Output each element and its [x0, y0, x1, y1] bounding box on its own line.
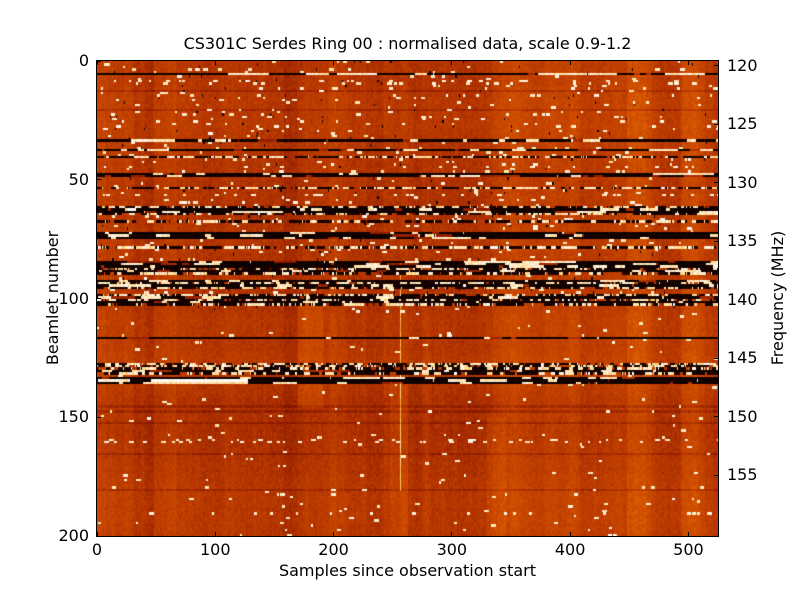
x-tick-label: 300: [436, 540, 468, 559]
x-tick-mark: [333, 61, 335, 65]
x-tick-label: 400: [554, 540, 586, 559]
x-tick-mark: [569, 61, 571, 65]
y-axis-label-right: Frequency (MHz): [768, 230, 787, 366]
x-tick-mark: [96, 532, 98, 536]
y-left-tick-mark: [97, 60, 101, 62]
y-right-tick-label: 135: [727, 231, 758, 251]
x-tick-mark: [569, 532, 571, 536]
y-right-tick-label: 145: [727, 348, 758, 368]
x-tick-label: 200: [318, 540, 349, 559]
x-tick-mark: [214, 61, 216, 65]
y-left-tick-label: 150: [58, 407, 89, 427]
plot-area: [96, 60, 719, 537]
y-left-tick-label: 100: [58, 288, 89, 308]
x-axis-label: Samples since observation start: [278, 561, 537, 580]
y-right-tick-label: 155: [727, 465, 758, 485]
y-left-tick-label: 200: [58, 526, 89, 545]
x-tick-mark: [333, 532, 335, 536]
y-right-tick-label: 150: [727, 406, 758, 426]
x-tick-label: 0: [91, 540, 103, 559]
x-tick-label: 500: [673, 540, 704, 559]
x-tick-mark: [451, 532, 453, 536]
y-right-tick-label: 120: [727, 55, 758, 75]
y-right-tick-mark: [714, 182, 718, 184]
y-left-tick-mark: [97, 298, 101, 299]
y-left-tick-label: 50: [68, 169, 89, 189]
y-right-tick-mark: [714, 65, 718, 67]
y-right-tick-mark: [714, 299, 718, 301]
heatmap-canvas: [97, 61, 718, 536]
x-tick-mark: [214, 532, 216, 536]
y-right-tick-mark: [714, 416, 718, 418]
x-tick-mark: [96, 61, 98, 65]
x-tick-mark: [687, 61, 689, 65]
y-right-tick-mark: [714, 123, 718, 125]
y-right-tick-label: 140: [727, 289, 758, 309]
x-tick-mark: [451, 61, 453, 65]
y-right-tick-mark: [714, 474, 718, 476]
y-right-tick-mark: [714, 357, 718, 359]
y-left-tick-mark: [97, 179, 101, 181]
y-left-tick-mark: [97, 416, 101, 418]
y-right-tick-label: 130: [727, 172, 758, 192]
x-tick-label: 100: [200, 540, 231, 559]
y-left-tick-label: 0: [78, 51, 89, 70]
y-right-tick-label: 125: [727, 114, 758, 134]
chart-title: CS301C Serdes Ring 00 : normalised data,…: [183, 34, 632, 53]
y-left-tick-mark: [97, 535, 101, 537]
x-tick-mark: [687, 532, 689, 536]
y-right-tick-mark: [714, 240, 718, 242]
